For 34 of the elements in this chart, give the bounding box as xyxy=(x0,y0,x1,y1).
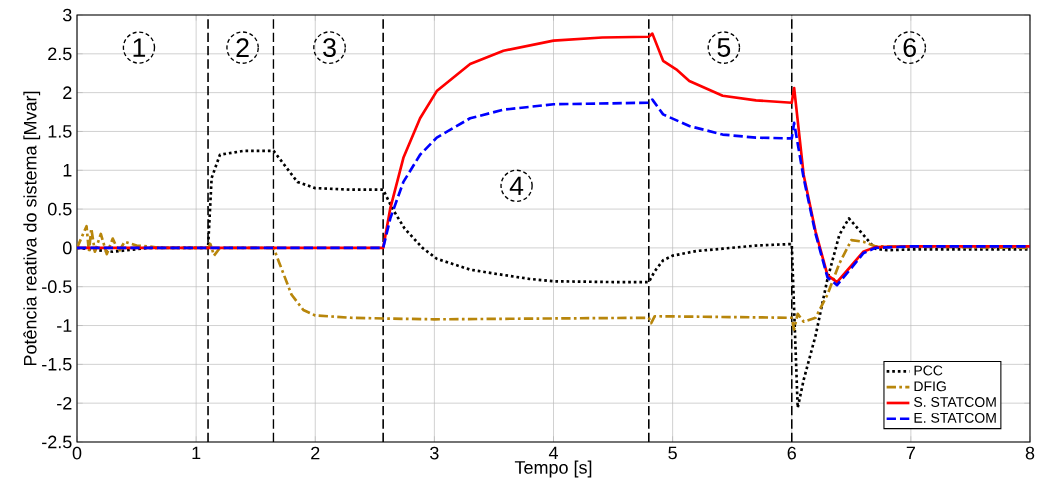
annotation: 1 xyxy=(133,38,146,57)
x-tick-label: 4 xyxy=(548,446,558,460)
y-tick-label: -0.5 xyxy=(42,280,72,294)
legend-label: DFIG xyxy=(914,381,946,392)
x-axis-title: Tempo [s] xyxy=(514,460,592,478)
x-tick-label: 1 xyxy=(192,446,201,460)
y-tick-label: -1 xyxy=(57,319,72,332)
y-tick-label: 2.5 xyxy=(48,47,72,61)
legend-label: PCC xyxy=(914,365,943,376)
y-tick-label: 2 xyxy=(63,86,72,99)
y-tick-label: 0 xyxy=(63,241,72,255)
y-axis-title: Potência reativa do sistema [Mvar] xyxy=(23,91,41,366)
annotation: 4 xyxy=(509,176,524,195)
y-tick-label: 3 xyxy=(62,8,72,22)
x-tick-label: 5 xyxy=(668,446,677,460)
line-series xyxy=(77,224,1030,331)
legend-label: S. STATCOM xyxy=(914,397,996,408)
y-tick-label: -1.5 xyxy=(42,358,72,371)
x-tick-label: 3 xyxy=(430,446,439,460)
y-tick-label: 1 xyxy=(63,164,72,177)
x-tick-label: 7 xyxy=(906,446,915,460)
legend-label: E. STATCOM xyxy=(914,412,996,423)
annotation: 6 xyxy=(903,38,916,58)
annotation: 2 xyxy=(236,38,249,57)
y-tick-label: -2.5 xyxy=(42,435,72,449)
y-tick-label: -2 xyxy=(57,396,72,410)
y-tick-label: 0.5 xyxy=(47,202,72,216)
annotation: 5 xyxy=(717,38,731,57)
annotation: 3 xyxy=(323,38,336,58)
x-tick-label: 2 xyxy=(311,446,320,460)
x-tick-label: 8 xyxy=(1025,446,1035,460)
x-tick-label: 0 xyxy=(72,446,82,460)
y-tick-label: 1.5 xyxy=(48,125,72,138)
x-tick-label: 6 xyxy=(787,446,796,460)
